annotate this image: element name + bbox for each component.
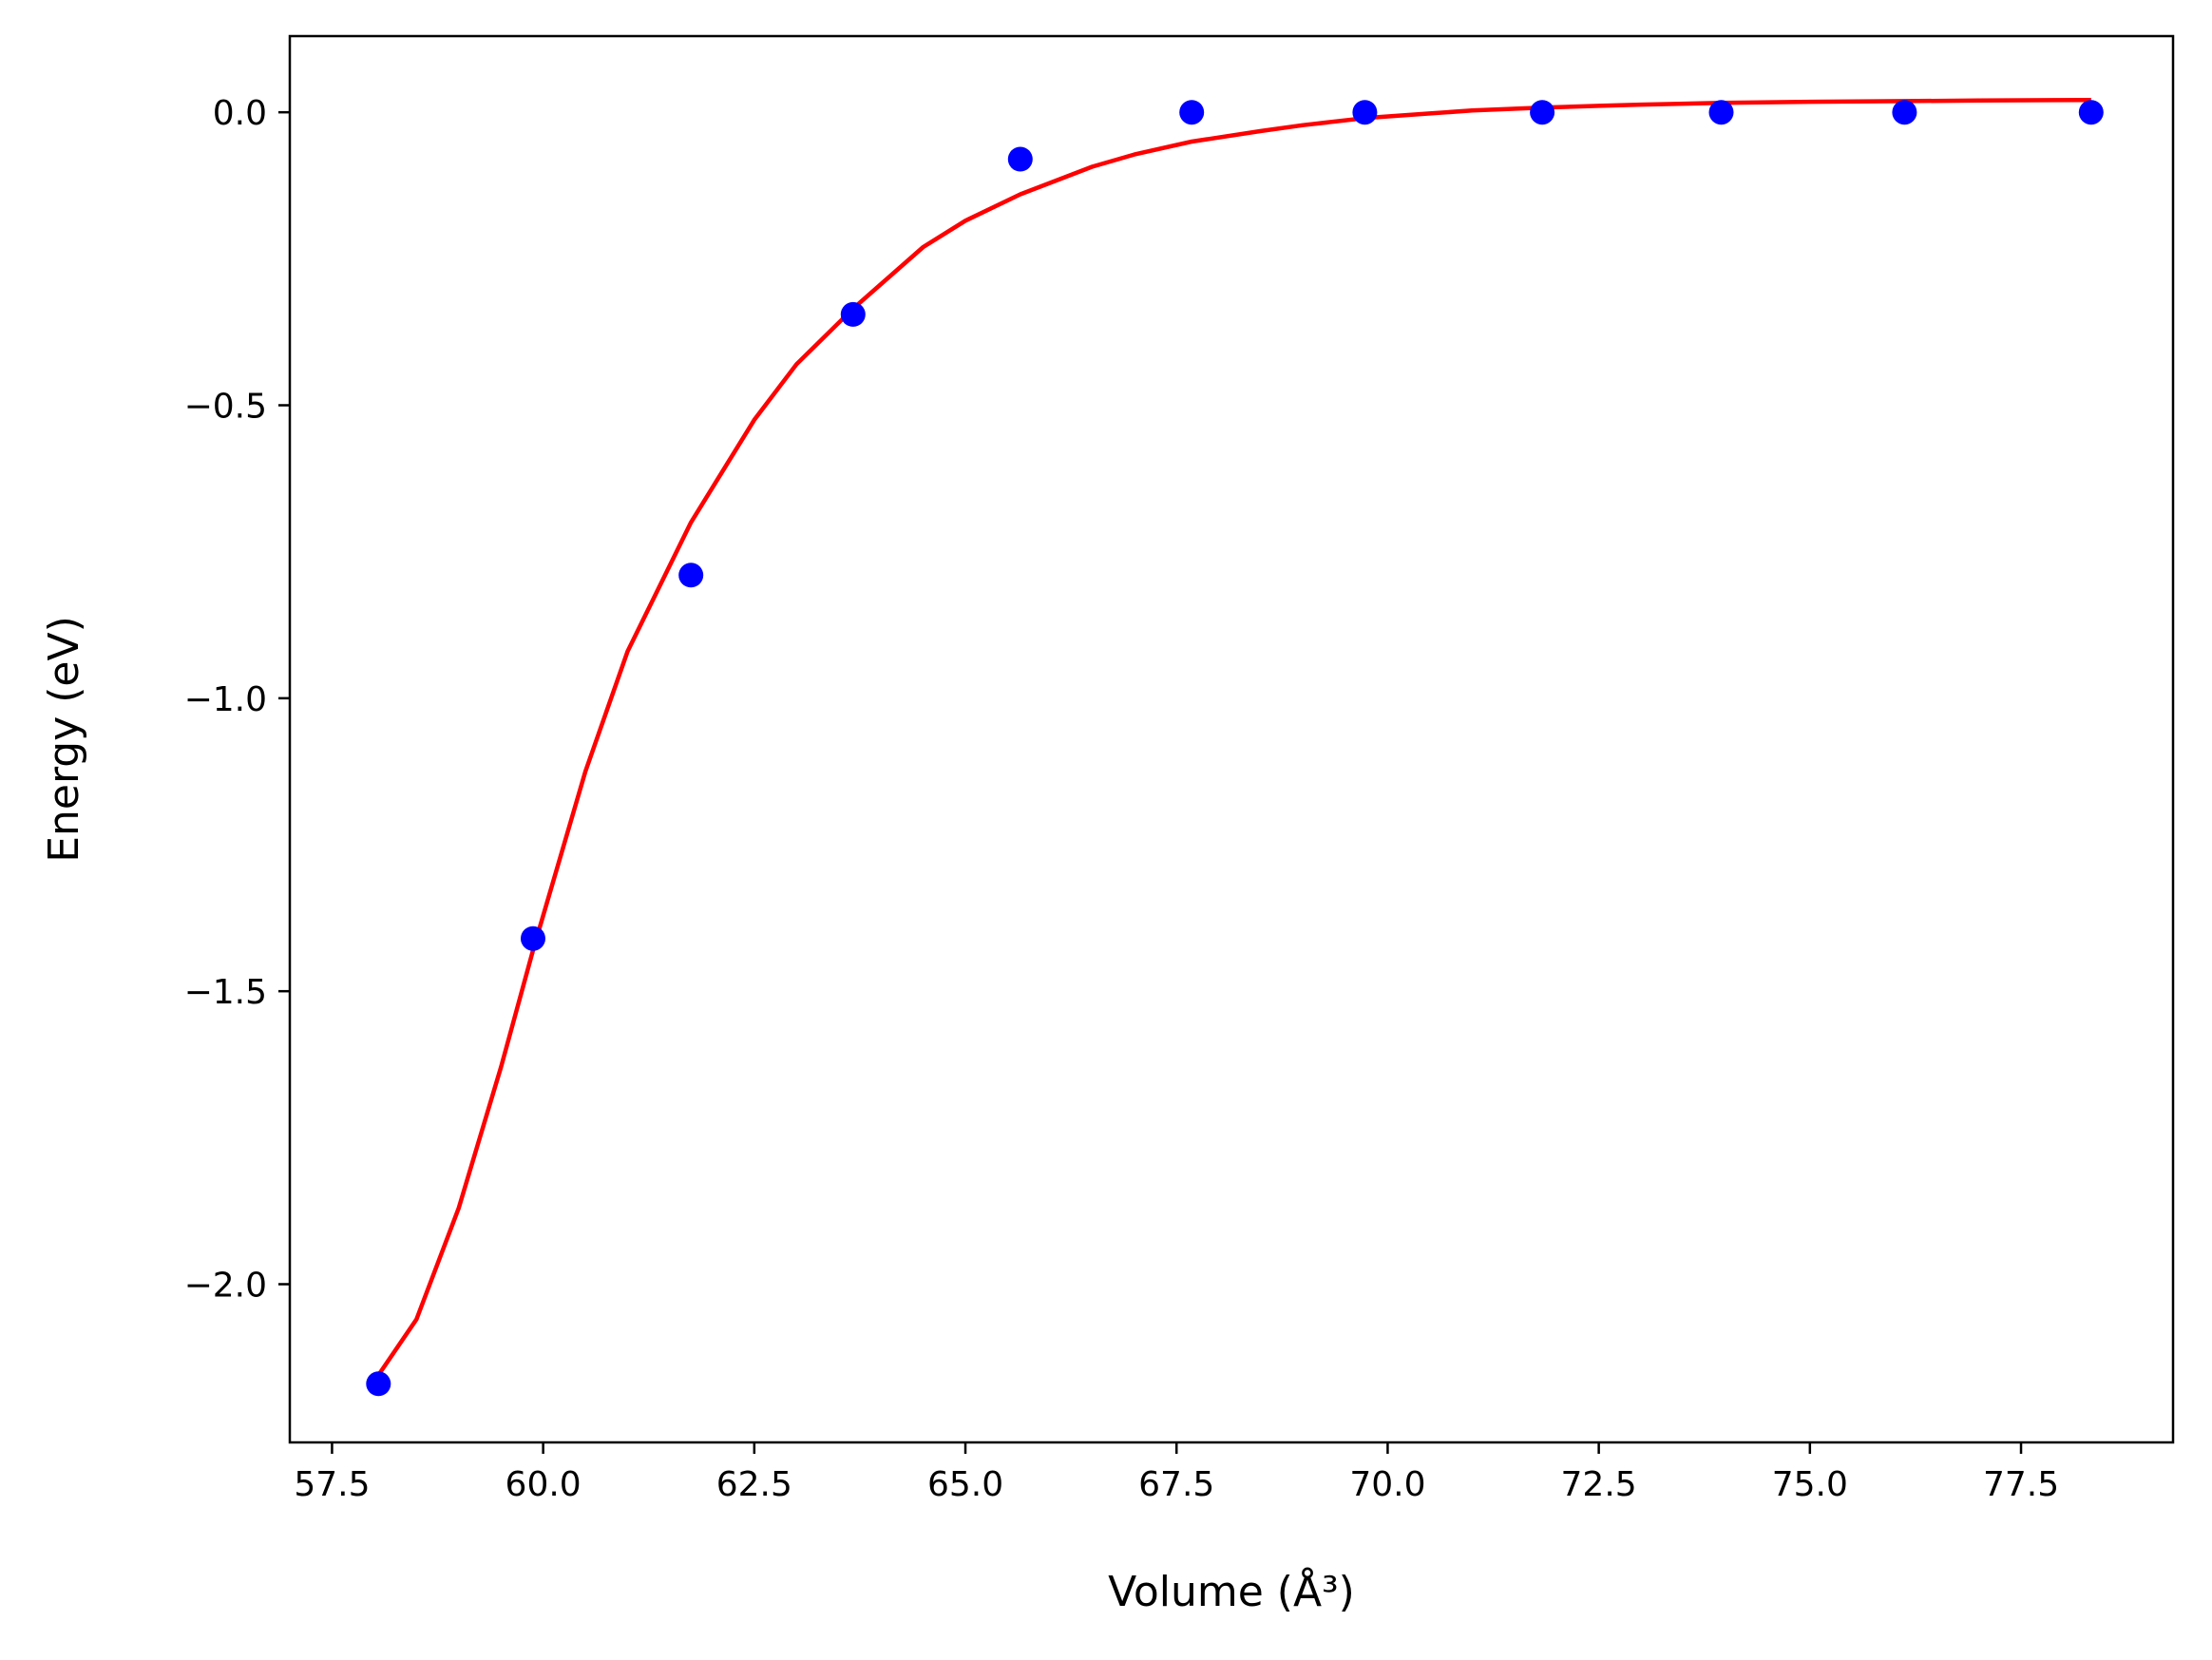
y-axis-label: Energy (eV) xyxy=(40,616,88,863)
data-point xyxy=(521,925,545,951)
x-tick-label: 67.5 xyxy=(1138,1465,1214,1504)
data-point xyxy=(1007,146,1033,172)
x-tick-label: 70.0 xyxy=(1349,1465,1425,1504)
data-point xyxy=(678,563,704,588)
axes-frame xyxy=(288,34,2175,1444)
y-axis-ticks: 0.0 −0.5 −1.0 −1.5 −2.0 xyxy=(184,94,290,1306)
x-tick-label: 62.5 xyxy=(716,1465,792,1504)
y-tick-label: −1.5 xyxy=(184,973,267,1012)
x-tick-label: 57.5 xyxy=(294,1465,370,1504)
data-point xyxy=(366,1371,391,1397)
x-tick-label: 77.5 xyxy=(1983,1465,2059,1504)
x-tick-label: 65.0 xyxy=(927,1465,1003,1504)
plot-area xyxy=(366,97,2104,1397)
x-axis-label: Volume (Å³) xyxy=(1108,1566,1355,1616)
data-point xyxy=(1892,100,1917,125)
fit-curve-line xyxy=(376,97,2091,1377)
x-tick-label: 60.0 xyxy=(505,1465,582,1504)
x-axis-ticks: 57.5 60.0 62.5 65.0 67.5 70.0 72.5 75.0 77.5 xyxy=(294,1442,2059,1504)
data-point xyxy=(1352,100,1378,125)
data-point xyxy=(840,301,866,327)
y-tick-label: −1.0 xyxy=(184,680,267,719)
data-point xyxy=(1708,100,1734,125)
data-point xyxy=(1530,100,1555,125)
y-tick-label: −2.0 xyxy=(184,1267,267,1306)
x-tick-label: 75.0 xyxy=(1772,1465,1848,1504)
data-point xyxy=(1179,100,1205,125)
y-tick-label: 0.0 xyxy=(213,94,267,133)
y-tick-label: −0.5 xyxy=(184,388,267,427)
data-point xyxy=(2078,100,2104,125)
x-tick-label: 72.5 xyxy=(1561,1465,1637,1504)
